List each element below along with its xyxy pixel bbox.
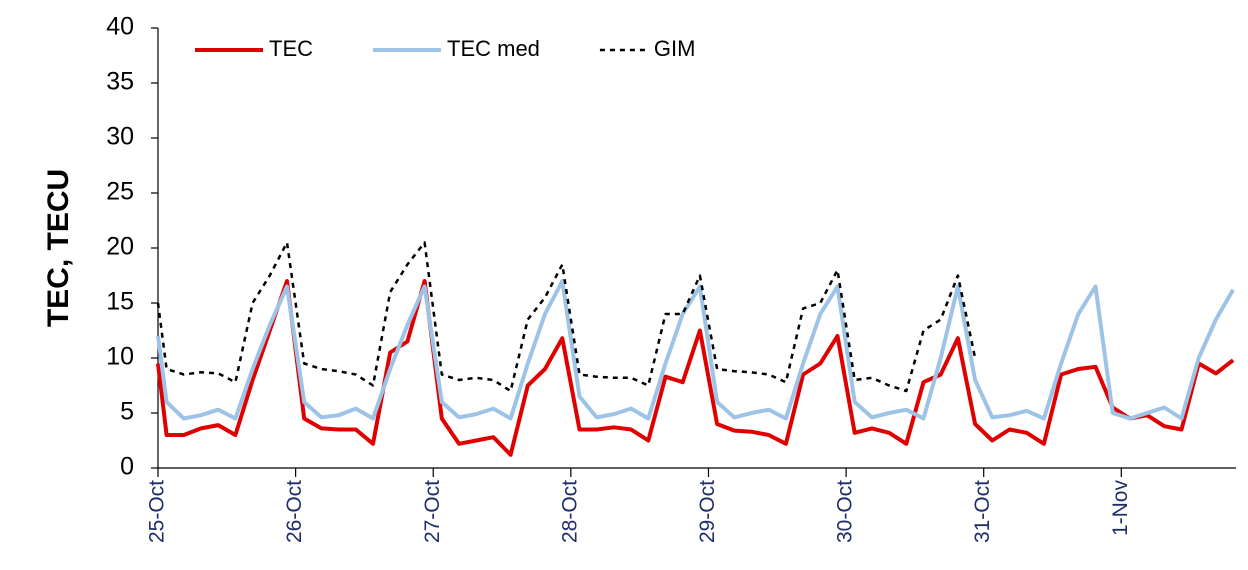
series-line: [156, 279, 1235, 457]
y-tick-label: 35: [106, 68, 134, 96]
y-tick-label: 0: [120, 453, 134, 481]
legend-label: GIM: [654, 36, 696, 61]
series-line: [156, 279, 1235, 421]
x-tick-label: 26-Oct: [283, 480, 306, 543]
y-tick-label: 10: [106, 343, 134, 371]
x-tick-label: 27-Oct: [421, 480, 444, 543]
y-tick-label: 15: [106, 288, 134, 316]
y-tick-label: 30: [106, 123, 134, 151]
y-tick-label: 5: [120, 398, 134, 426]
y-tick-label: 20: [106, 233, 134, 261]
legend-label: TEC: [269, 36, 313, 61]
y-axis-title: TEC, TECU: [42, 169, 75, 327]
x-tick-label: 28-Oct: [558, 480, 581, 543]
legend-label: TEC med: [447, 36, 540, 61]
x-tick-label: 25-Oct: [146, 480, 169, 543]
y-tick-label: 25: [106, 178, 134, 206]
x-tick-label: 31-Oct: [971, 480, 994, 543]
x-tick-label: 1-Nov: [1109, 480, 1132, 537]
x-tick-label: 30-Oct: [834, 480, 857, 543]
x-tick-label: 29-Oct: [696, 480, 719, 543]
y-tick-label: 40: [106, 13, 134, 41]
